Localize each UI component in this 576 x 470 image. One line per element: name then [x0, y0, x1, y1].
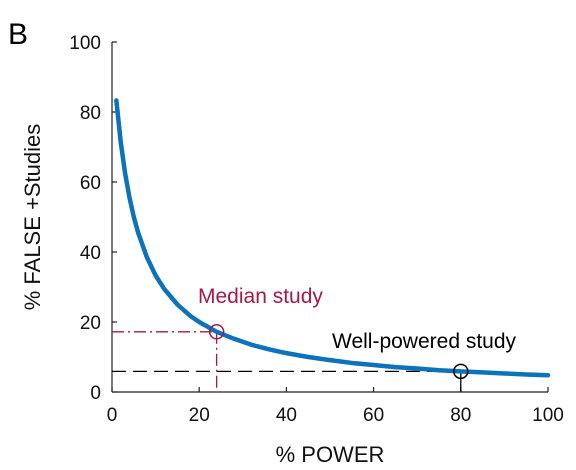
x-tick-label: 100	[532, 405, 564, 426]
x-tick-label: 80	[450, 405, 471, 426]
x-tick-label: 20	[189, 405, 210, 426]
x-axis-label: % POWER	[276, 442, 385, 467]
y-tick-label: 60	[80, 173, 101, 194]
annotation-markers	[208, 324, 469, 380]
well-powered-study-label: Well-powered study	[332, 330, 517, 353]
median-study-label: Median study	[198, 285, 323, 308]
y-tick-label: 80	[80, 103, 101, 124]
median-study-marker	[208, 324, 225, 340]
y-tick-label: 40	[80, 243, 101, 264]
y-axis-label: % FALSE +Studies	[20, 124, 45, 311]
well-powered-study-marker	[453, 363, 469, 380]
series-layer	[114, 98, 551, 378]
y-tick-label: 100	[69, 33, 101, 54]
false-positive-curve	[114, 98, 551, 378]
annotation-guides	[112, 331, 462, 392]
y-tick-label: 0	[90, 383, 101, 404]
x-tick-label: 60	[363, 405, 384, 426]
x-tick-label: 40	[276, 405, 297, 426]
panel-label: B	[8, 18, 28, 51]
axes	[111, 42, 548, 393]
x-tick-label: 0	[107, 405, 118, 426]
y-tick-label: 20	[80, 313, 101, 334]
